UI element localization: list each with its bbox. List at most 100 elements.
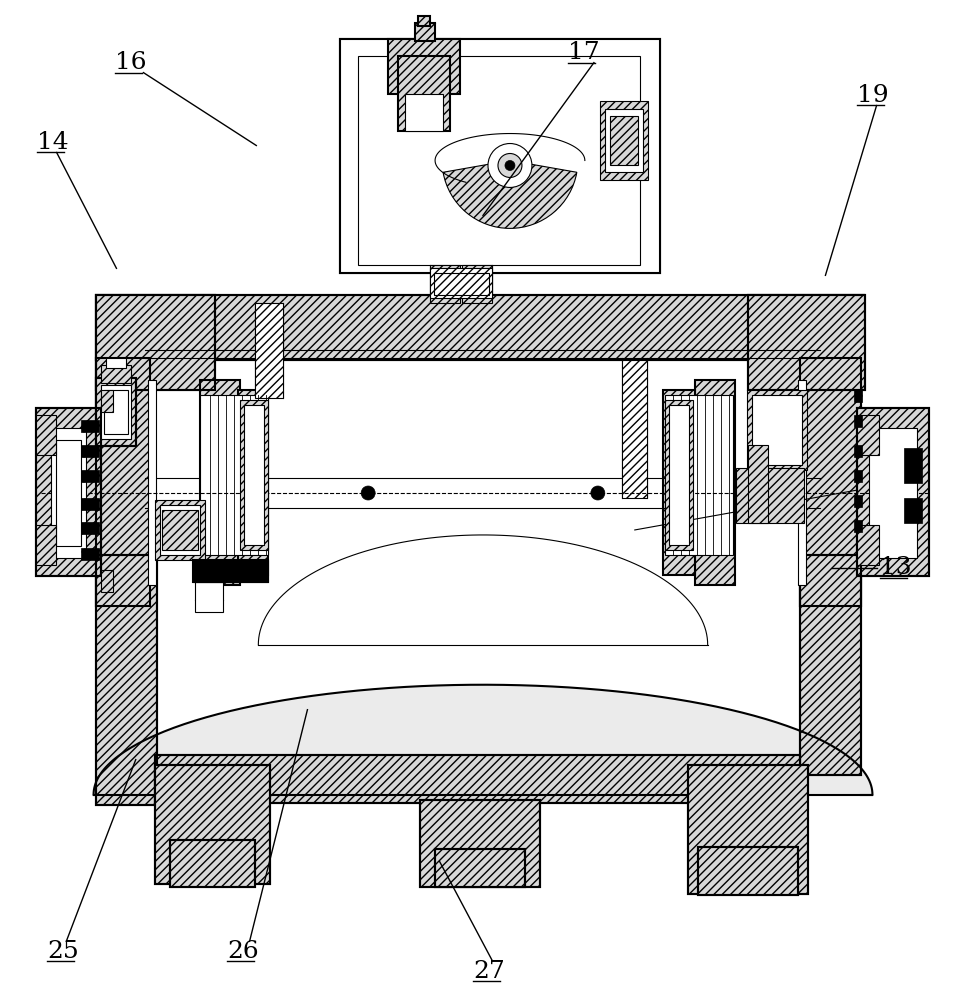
Bar bbox=[434, 273, 489, 295]
Bar bbox=[858, 408, 929, 576]
Bar bbox=[858, 525, 879, 565]
Bar bbox=[748, 295, 866, 390]
Bar bbox=[96, 358, 151, 606]
Bar bbox=[904, 448, 923, 483]
Bar bbox=[736, 468, 804, 523]
Bar bbox=[855, 445, 863, 457]
Circle shape bbox=[498, 153, 522, 177]
Text: 14: 14 bbox=[38, 131, 69, 154]
Bar bbox=[80, 445, 99, 457]
Bar bbox=[855, 390, 863, 402]
Bar bbox=[96, 295, 215, 390]
Bar bbox=[869, 428, 918, 558]
Bar bbox=[747, 390, 807, 470]
Bar bbox=[415, 23, 435, 41]
Bar bbox=[420, 800, 540, 887]
Bar bbox=[200, 395, 269, 555]
Bar bbox=[160, 505, 200, 555]
Bar bbox=[420, 800, 540, 887]
Bar bbox=[149, 380, 156, 585]
Bar bbox=[798, 380, 806, 585]
Bar bbox=[96, 295, 865, 360]
Bar bbox=[241, 400, 269, 550]
Bar bbox=[170, 840, 255, 887]
Bar bbox=[96, 358, 151, 606]
Bar bbox=[170, 840, 255, 887]
Text: 25: 25 bbox=[47, 940, 79, 963]
Bar bbox=[668, 405, 689, 545]
Bar bbox=[340, 39, 660, 273]
Bar bbox=[855, 495, 863, 507]
Bar bbox=[855, 520, 863, 532]
Bar bbox=[800, 358, 862, 606]
Bar bbox=[36, 525, 56, 565]
Bar bbox=[665, 400, 693, 550]
Bar bbox=[103, 390, 128, 434]
Bar bbox=[193, 560, 269, 582]
Bar bbox=[50, 428, 86, 558]
Bar bbox=[100, 385, 130, 439]
Bar bbox=[697, 847, 798, 895]
Bar bbox=[36, 408, 100, 576]
Circle shape bbox=[361, 486, 375, 500]
Bar bbox=[800, 358, 862, 606]
Bar bbox=[688, 765, 808, 894]
Bar bbox=[56, 440, 80, 546]
Bar bbox=[195, 582, 223, 612]
Bar bbox=[695, 380, 734, 585]
Bar bbox=[96, 295, 215, 390]
Text: 13: 13 bbox=[880, 556, 912, 579]
Wedge shape bbox=[443, 160, 577, 228]
Text: 26: 26 bbox=[227, 940, 259, 963]
Bar bbox=[904, 498, 923, 523]
Bar bbox=[80, 498, 99, 510]
Bar bbox=[418, 16, 430, 26]
Bar bbox=[663, 390, 695, 575]
Bar bbox=[200, 380, 241, 585]
Bar bbox=[398, 56, 450, 131]
Text: 27: 27 bbox=[473, 960, 505, 983]
Bar bbox=[96, 555, 157, 805]
Bar bbox=[858, 408, 929, 576]
Bar bbox=[96, 378, 135, 446]
Text: 16: 16 bbox=[115, 51, 146, 74]
Bar bbox=[610, 116, 638, 165]
Bar bbox=[156, 765, 270, 884]
Bar bbox=[688, 765, 808, 894]
Bar bbox=[752, 395, 802, 465]
Bar bbox=[388, 39, 460, 94]
Bar bbox=[858, 415, 879, 455]
Bar bbox=[697, 847, 798, 895]
Bar bbox=[96, 555, 157, 805]
Bar bbox=[105, 358, 126, 368]
Bar bbox=[80, 522, 99, 534]
Bar bbox=[405, 94, 443, 131]
Bar bbox=[605, 109, 642, 172]
Bar bbox=[80, 470, 99, 482]
Bar bbox=[36, 408, 100, 576]
Bar bbox=[156, 755, 800, 803]
Bar bbox=[748, 445, 768, 523]
Bar bbox=[665, 395, 732, 555]
Bar bbox=[100, 570, 112, 592]
Bar bbox=[435, 849, 525, 887]
Circle shape bbox=[488, 144, 532, 187]
Bar bbox=[430, 265, 460, 303]
Bar bbox=[600, 101, 648, 180]
Bar bbox=[748, 295, 866, 390]
Bar bbox=[622, 360, 647, 498]
Bar bbox=[96, 378, 135, 446]
Bar bbox=[162, 510, 198, 550]
Bar bbox=[156, 500, 206, 560]
Bar bbox=[462, 265, 492, 303]
Bar bbox=[255, 303, 283, 398]
Bar bbox=[800, 555, 862, 775]
Circle shape bbox=[505, 160, 515, 170]
Bar bbox=[239, 390, 269, 575]
Bar bbox=[193, 560, 269, 582]
Bar bbox=[358, 56, 639, 265]
Bar bbox=[100, 390, 112, 412]
Bar bbox=[855, 415, 863, 427]
Bar bbox=[435, 849, 525, 887]
Bar bbox=[340, 39, 660, 273]
